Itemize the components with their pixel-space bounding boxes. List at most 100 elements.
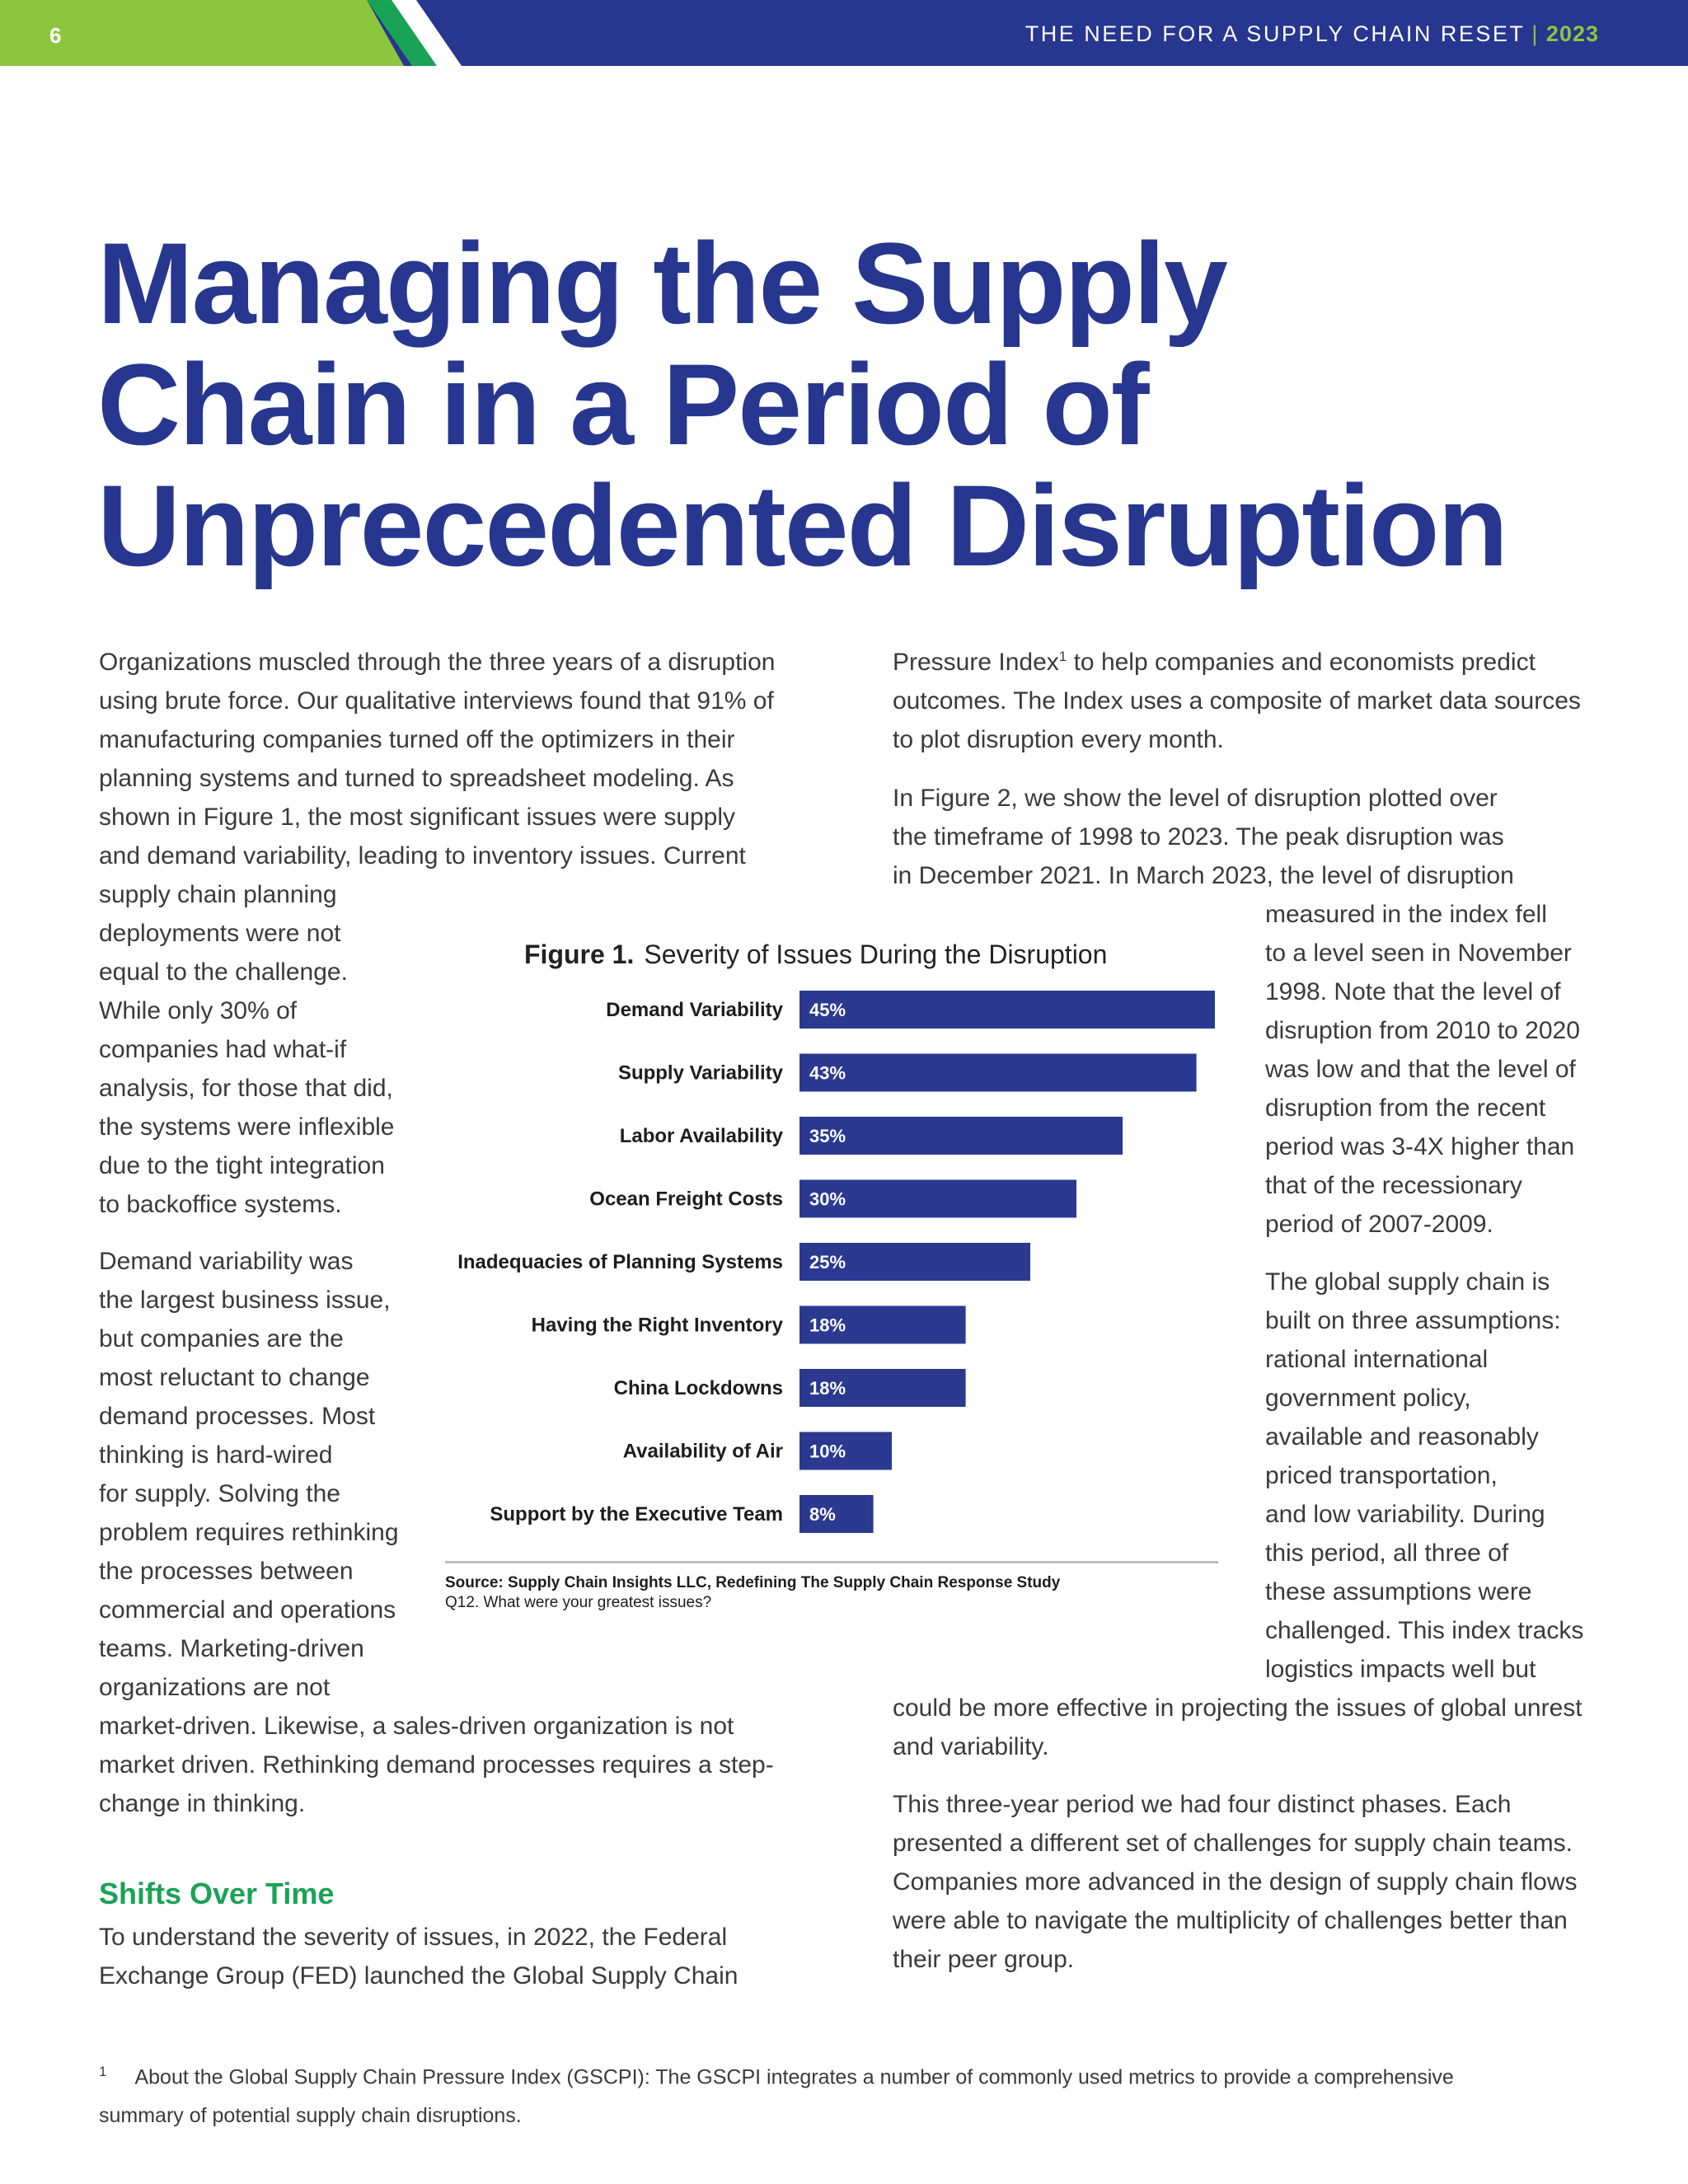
title-line: Unprecedented Disruption <box>97 461 1508 590</box>
bar <box>799 1495 874 1533</box>
left-paragraph-2: Demand variability was the largest busin… <box>99 1242 774 1823</box>
text-line: change in thinking. <box>99 1790 306 1817</box>
bar <box>799 1179 1076 1218</box>
bar <box>799 991 1215 1029</box>
text-line: To understand the severity of issues, in… <box>99 1924 728 1951</box>
value-label: 25% <box>809 1252 846 1272</box>
text-line: to backoffice systems. <box>99 1191 342 1218</box>
figure-source: Source: Supply Chain Insights LLC, Redef… <box>445 1574 1061 1591</box>
category-label: Support by the Executive Team <box>490 1503 783 1526</box>
text-line: market-driven. Likewise, a sales-driven … <box>99 1713 734 1740</box>
title-line: Chain in a Period of <box>97 340 1150 469</box>
text-line: due to the tight integration <box>99 1152 385 1179</box>
figure-divider <box>445 1561 1218 1563</box>
running-header-year: 2023 <box>1545 21 1599 46</box>
text-line: period was 3-4X higher than <box>1265 1133 1575 1160</box>
figure-title: Figure 1. Severity of Issues During the D… <box>524 940 1107 970</box>
text-line: organizations are not <box>99 1674 331 1701</box>
text-line: equal to the challenge. <box>99 958 348 986</box>
text-line: market driven. Rethinking demand process… <box>99 1751 774 1779</box>
bar <box>799 1432 892 1470</box>
footnote-marker: 1 <box>99 2064 107 2079</box>
page-title: Managing the Supply Chain in a Period of… <box>97 223 1597 586</box>
text-line: most reluctant to change <box>99 1364 370 1391</box>
text-line: the systems were inflexible <box>99 1113 395 1141</box>
text-line: and low variability. During <box>1265 1501 1545 1528</box>
text-fragment: Pressure Index <box>893 649 1059 676</box>
right-paragraph-4: This three-year period we had four disti… <box>893 1785 1577 1979</box>
footnote: 1 About the Global Supply Chain Pressure … <box>99 2052 1550 2135</box>
footnote-reference: 1 <box>1058 649 1067 664</box>
text-line: The global supply chain is <box>1265 1268 1550 1296</box>
text-line: period of 2007-2009. <box>1265 1211 1493 1238</box>
footnote-text: summary of potential supply chain disrup… <box>99 2104 522 2128</box>
text-line: This three-year period we had four disti… <box>893 1791 1512 1818</box>
category-label: Demand Variability <box>606 999 783 1021</box>
text-line: these assumptions were <box>1265 1578 1532 1605</box>
text-line: disruption from the recent <box>1265 1094 1546 1122</box>
text-line: Organizations muscled through the three … <box>99 649 776 676</box>
bar <box>799 1053 1197 1092</box>
text-line: were able to navigate the multiplicity o… <box>893 1907 1568 1934</box>
bar <box>799 1243 1030 1281</box>
text-line: Demand variability was <box>99 1248 354 1275</box>
text-line: the processes between <box>99 1558 354 1585</box>
running-header: THE NEED FOR A SUPPLY CHAIN RESET | 2023 <box>1025 21 1599 47</box>
text-line: manufacturing companies turned off the o… <box>99 726 735 753</box>
value-label: 18% <box>809 1315 846 1336</box>
category-label: Ocean Freight Costs <box>589 1188 783 1211</box>
text-line: but companies are the <box>99 1325 344 1352</box>
text-line: demand processes. Most <box>99 1403 376 1430</box>
text-line: companies had what-if <box>99 1036 347 1063</box>
bar-chart: Demand Variability 45% Supply Variability 4… <box>445 981 1220 1558</box>
category-label: Supply Variability <box>618 1062 784 1085</box>
bar <box>799 1117 1123 1155</box>
category-label: Inadequacies of Planning Systems <box>457 1251 783 1273</box>
text-line: and demand variability, leading to inven… <box>99 842 746 869</box>
value-label: 18% <box>809 1378 846 1399</box>
text-line: using brute force. Our qualitative inter… <box>99 687 774 715</box>
value-label: 35% <box>809 1126 846 1146</box>
text-line: built on three assumptions: <box>1265 1307 1561 1334</box>
category-label: Labor Availability <box>620 1125 784 1147</box>
bar <box>799 1369 966 1407</box>
text-line: for supply. Solving the <box>99 1480 340 1507</box>
text-line: Pressure Index1 to help companies and ec… <box>893 643 1581 682</box>
text-line: could be more effective in projecting th… <box>893 1694 1582 1722</box>
text-line: that of the recessionary <box>1265 1172 1522 1199</box>
figure-label: Figure 1. <box>524 940 635 969</box>
category-label: Availability of Air <box>623 1441 783 1463</box>
figure-caption: Severity of Issues During the Disruption <box>644 940 1108 969</box>
bar-chart-svg: Demand Variability 45% Supply Variability 4… <box>457 991 1215 1533</box>
text-line: analysis, for those that did, <box>99 1075 393 1102</box>
text-line: and variability. <box>893 1733 1049 1760</box>
value-label: 43% <box>809 1063 846 1084</box>
figure-question: Q12. What were your greatest issues? <box>445 1594 712 1611</box>
text-line: outcomes. The Index uses a composite of … <box>893 687 1581 715</box>
text-line: priced transportation, <box>1265 1462 1498 1489</box>
text-line: Exchange Group (FED) launched the Global… <box>99 1962 738 1990</box>
text-line: in December 2021. In March 2023, the lev… <box>893 862 1514 889</box>
text-line: thinking is hard-wired <box>99 1441 333 1469</box>
text-line: 1998. Note that the level of <box>1265 978 1561 1005</box>
text-line: challenged. This index tracks <box>1265 1617 1584 1644</box>
text-line: measured in the index fell <box>1265 901 1547 928</box>
text-line: deployments were not <box>99 920 341 947</box>
text-line: this period, all three of <box>1265 1540 1509 1567</box>
right-paragraph-3-narrow: The global supply chain is built on thre… <box>1265 1263 1583 1689</box>
text-line: was low and that the level of <box>1265 1056 1576 1083</box>
right-paragraph-1: Pressure Index1 to help companies and ec… <box>893 643 1581 759</box>
text-line: their peer group. <box>893 1946 1075 1973</box>
right-paragraph-2-narrow: measured in the index fell to a level se… <box>1265 895 1580 1244</box>
text-line: supply chain planning <box>99 881 337 908</box>
bar <box>799 1305 966 1344</box>
category-label: Having the Right Inventory <box>532 1315 784 1337</box>
text-line: rational international <box>1265 1346 1489 1373</box>
title-line: Managing the Supply <box>97 218 1228 348</box>
running-title: THE NEED FOR A SUPPLY CHAIN RESET <box>1025 21 1526 46</box>
right-paragraph-2: In Figure 2, we show the level of disrup… <box>893 779 1514 895</box>
text-line: disruption from 2010 to 2020 <box>1265 1017 1580 1044</box>
left-paragraph-3: To understand the severity of issues, in… <box>99 1918 738 1995</box>
value-label: 10% <box>809 1441 846 1462</box>
text-line: presented a different set of challenges … <box>893 1830 1573 1857</box>
